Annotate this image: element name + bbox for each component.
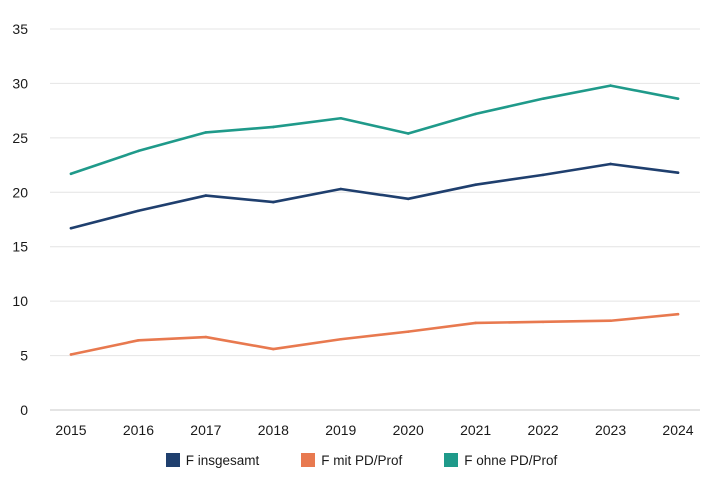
data-point	[69, 172, 73, 176]
legend-swatch	[444, 453, 459, 467]
data-point	[204, 194, 208, 197]
series-line-2	[69, 84, 680, 176]
data-point	[137, 209, 140, 213]
y-tick-label: 15	[12, 239, 28, 255]
legend-item-f-mit-pd-prof: F mit PD/Prof	[301, 453, 402, 468]
x-tick-label: 2018	[258, 422, 289, 438]
data-point	[541, 173, 545, 177]
series-lines	[69, 84, 680, 356]
data-point	[474, 112, 477, 116]
series-line-0	[69, 162, 680, 230]
data-point	[137, 339, 140, 342]
data-point	[609, 162, 612, 166]
y-tick-label: 25	[12, 130, 28, 146]
x-tick-label: 2022	[528, 422, 559, 438]
data-point	[406, 132, 410, 135]
x-tick-label: 2019	[325, 422, 356, 438]
x-tick-label: 2017	[190, 422, 221, 438]
x-tick-label: 2021	[460, 422, 491, 438]
data-point	[339, 337, 343, 341]
series-line-1	[69, 312, 680, 356]
y-tick-label: 5	[20, 348, 28, 364]
legend-swatch	[165, 453, 180, 467]
data-point	[272, 200, 275, 204]
y-tick-label: 30	[12, 75, 28, 91]
legend-swatch	[301, 453, 316, 467]
x-tick-label: 2015	[55, 422, 86, 438]
gridlines	[50, 28, 700, 411]
data-point	[137, 149, 140, 153]
x-tick-label: 2024	[662, 422, 693, 438]
data-point	[69, 353, 73, 356]
y-axis-ticks: 0 5 10 15 20 25 30 35	[12, 21, 28, 418]
data-point	[676, 171, 680, 174]
y-tick-label: 10	[12, 293, 28, 309]
data-point	[541, 97, 545, 100]
legend-label: F insgesamt	[185, 452, 260, 468]
data-point	[406, 330, 410, 333]
data-point	[406, 197, 410, 201]
data-point	[609, 319, 612, 323]
data-point	[272, 125, 275, 129]
data-point	[204, 131, 208, 134]
data-point	[272, 347, 275, 351]
data-point	[339, 187, 343, 191]
y-tick-label: 0	[20, 402, 28, 418]
data-point	[474, 183, 477, 186]
x-tick-label: 2020	[393, 422, 424, 438]
legend-item-f-ohne-pd-prof: F ohne PD/Prof	[444, 453, 557, 468]
data-point	[339, 116, 343, 120]
data-point	[676, 97, 680, 100]
legend-label: F ohne PD/Prof	[464, 452, 558, 468]
x-tick-label: 2023	[595, 422, 626, 438]
data-point	[609, 84, 612, 87]
x-tick-label: 2016	[123, 422, 154, 438]
data-point	[69, 226, 73, 230]
y-tick-label: 35	[12, 21, 28, 37]
data-point	[676, 312, 680, 316]
data-point	[204, 335, 208, 339]
y-tick-label: 20	[12, 184, 28, 200]
legend-item-f-insgesamt: F insgesamt	[165, 452, 260, 468]
data-point	[474, 321, 477, 325]
legend: F insgesamt F mit PD/Prof F ohne PD/Prof	[0, 446, 723, 474]
legend-label: F mit PD/Prof	[321, 452, 403, 468]
data-point	[541, 320, 545, 324]
x-axis-ticks: 2015 2016 2017 2018 2019 2020 2021 2022 2023 2024	[55, 422, 693, 438]
